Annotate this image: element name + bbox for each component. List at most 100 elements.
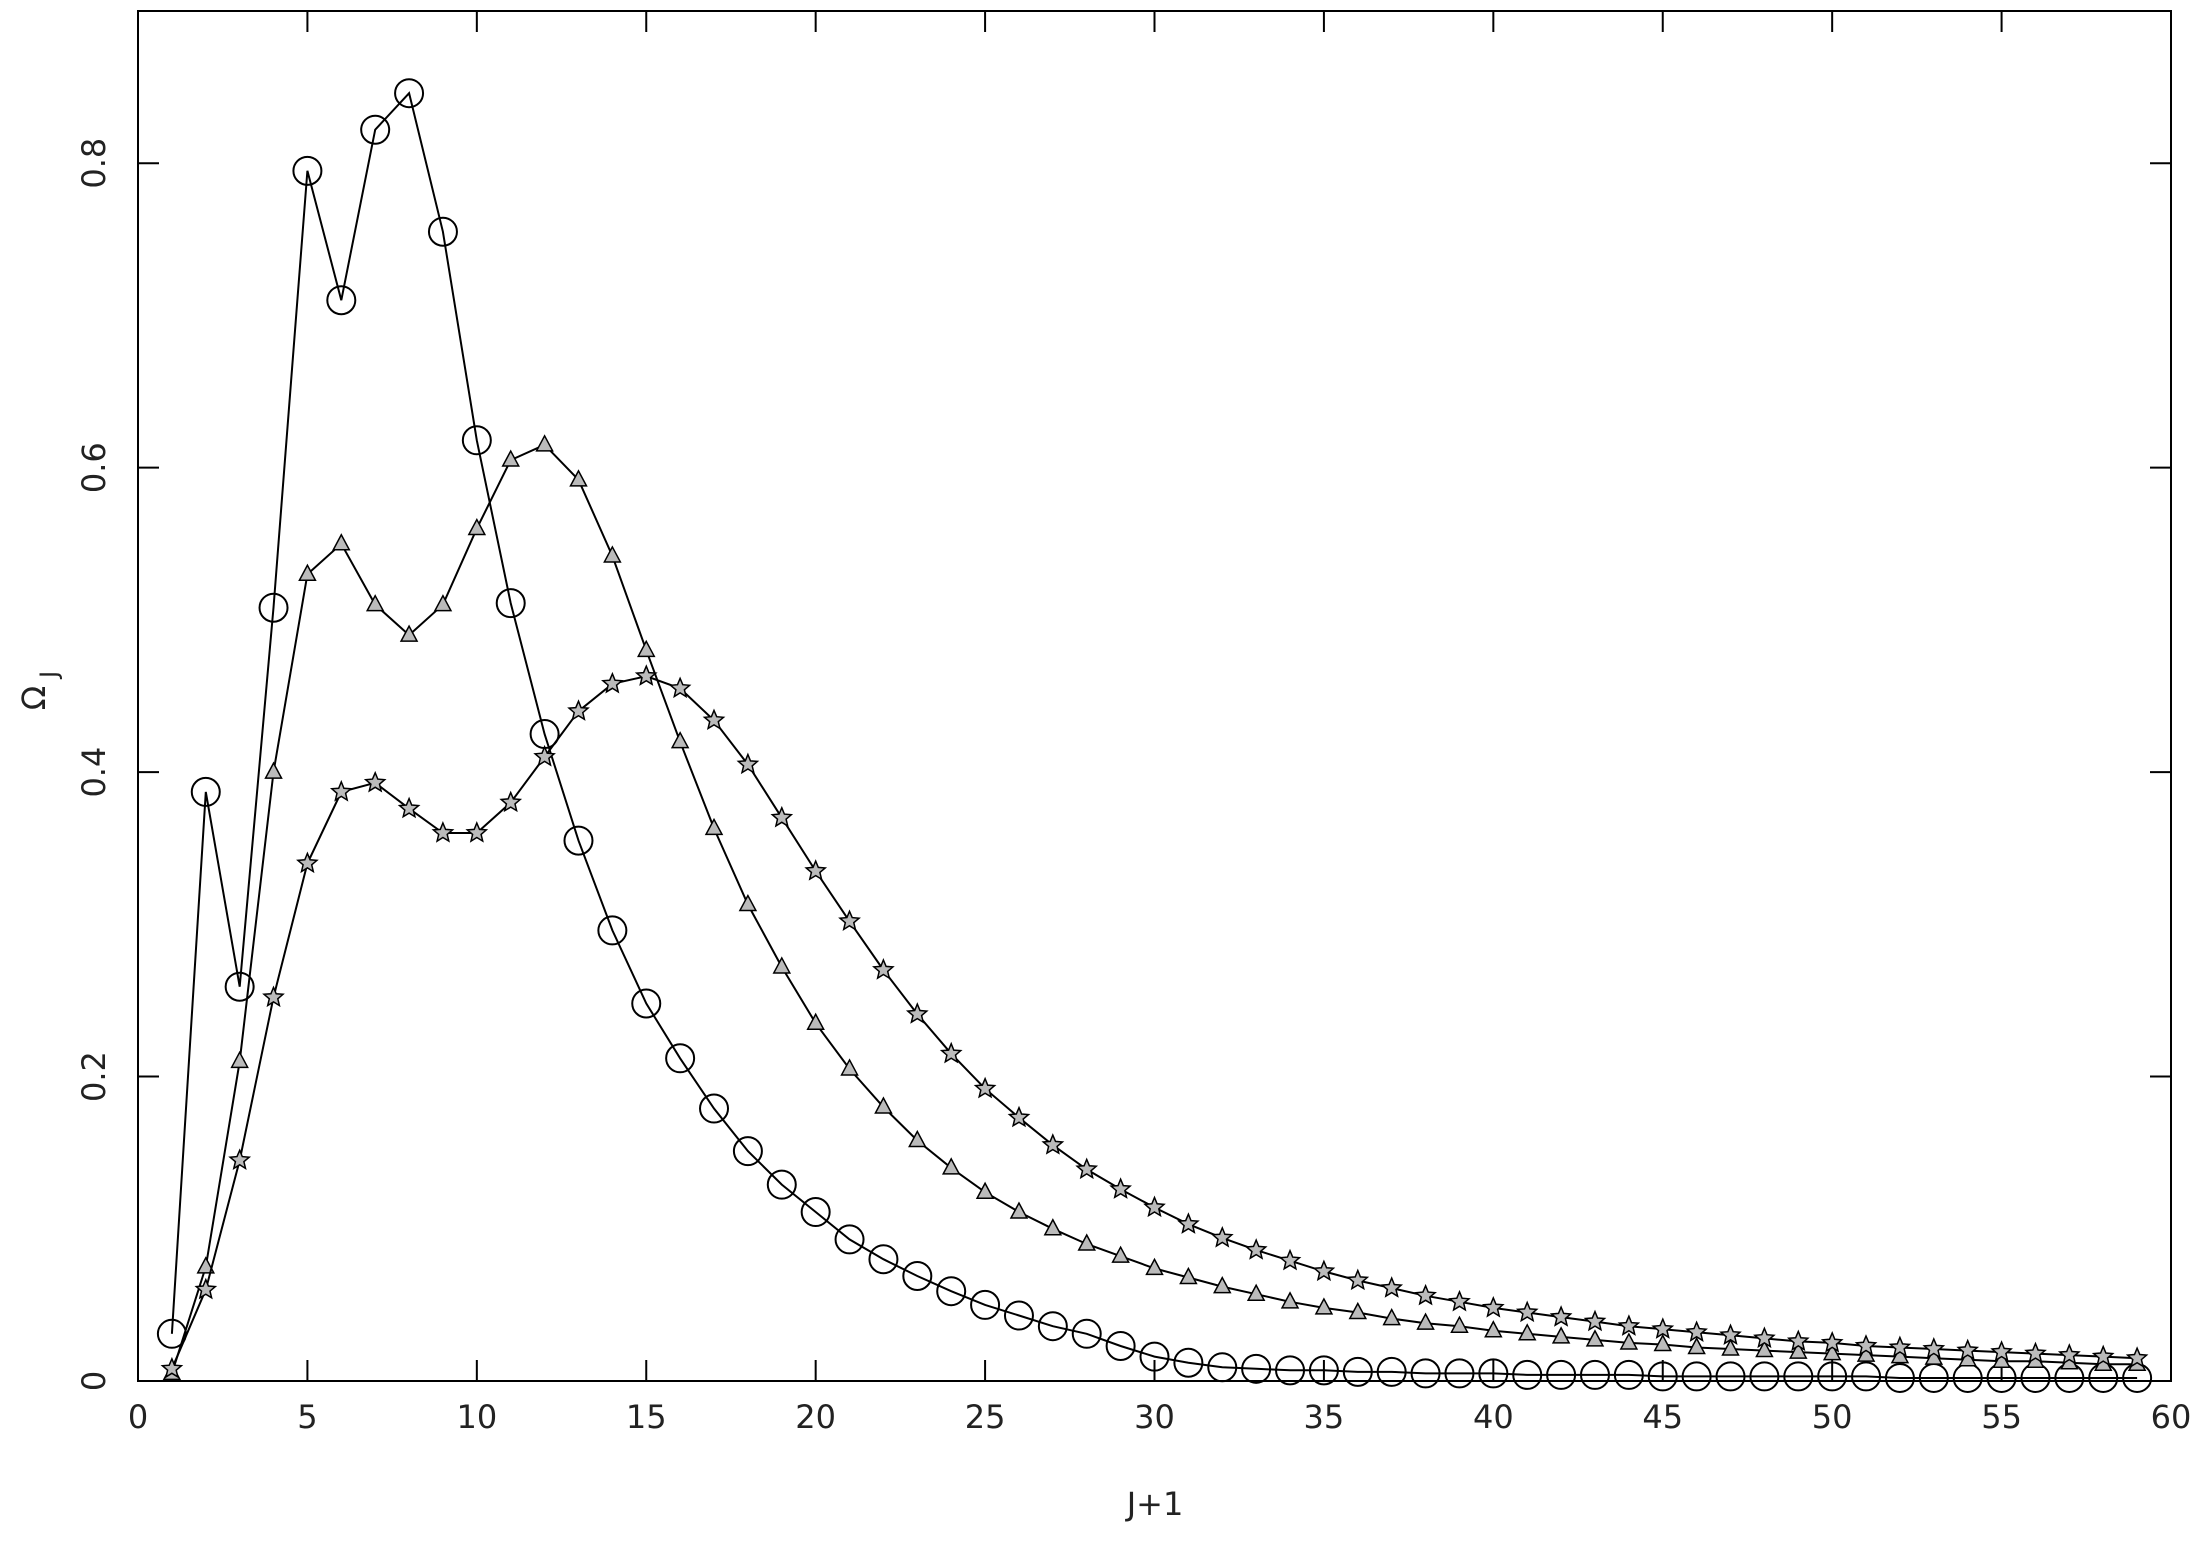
triangle-marker [1145,1257,1164,1276]
y-tick-label: 0.2 [75,1051,113,1102]
circle-marker [1241,1353,1272,1384]
star-marker [1583,1309,1607,1332]
circle-marker [732,1136,763,1167]
circle-marker [1647,1361,1678,1392]
x-tick-label: 30 [1134,1398,1175,1436]
star-marker [939,1041,963,1064]
star-marker [431,821,455,843]
star-marker [499,790,523,813]
star-marker [465,821,489,843]
star-marker [1820,1330,1844,1353]
star-marker [1922,1337,1946,1359]
circle-marker [1071,1318,1102,1349]
triangle-marker [1687,1336,1706,1355]
circle-marker [461,425,492,456]
x-tick-label: 15 [626,1398,667,1436]
star-marker [363,770,387,793]
star-marker [601,671,624,694]
x-tick-label: 5 [297,1398,317,1436]
x-tick-label: 45 [1642,1398,1683,1436]
star-marker [1380,1276,1404,1298]
star-marker [1515,1300,1539,1323]
circle-marker [563,825,594,856]
circle-marker [1308,1355,1339,1386]
star-marker [1651,1317,1675,1339]
circle-marker [868,1244,899,1275]
star-marker [533,744,556,767]
star-marker [1719,1323,1742,1345]
circle-marker [1952,1362,1983,1393]
star-marker [1854,1334,1878,1356]
circle-marker [1207,1352,1238,1383]
circle-marker [1884,1362,1915,1393]
y-tick-label: 0.8 [75,138,113,189]
triangle-marker [1179,1266,1198,1285]
circle-marker [1613,1359,1644,1390]
circle-marker [1817,1361,1848,1392]
triangle-marker [1755,1339,1774,1358]
triangle-marker [975,1181,995,1199]
x-tick-label: 55 [1981,1398,2022,1436]
star-marker [2057,1343,2081,1365]
circle-marker [2020,1362,2051,1393]
star-marker [1685,1320,1708,1342]
y-tick-label: 0.4 [75,747,113,798]
circle-marker [1512,1359,1543,1390]
star-marker [1244,1238,1268,1260]
circle-marker [292,155,323,186]
star-marker [329,779,353,802]
x-tick-label: 50 [1812,1398,1853,1436]
circle-marker [665,1043,696,1074]
circle-marker [766,1169,797,1200]
triangle-marker [332,533,351,551]
star-marker [1888,1335,1912,1358]
triangle-marker [1789,1341,1808,1359]
circle-marker [1783,1361,1814,1392]
y-axis-label: Ω [15,686,53,710]
x-tick-label: 25 [965,1398,1006,1436]
circle-marker [360,114,391,145]
circle-marker [224,971,255,1002]
triangle-marker [264,761,283,779]
triangle-marker [1653,1333,1672,1352]
star-marker [397,796,421,819]
circle-marker [427,216,458,247]
triangle-marker [1416,1312,1435,1330]
circle-marker [970,1289,1001,1320]
star-marker [838,909,861,931]
circle-marker [1275,1355,1306,1386]
triangle-marker [1517,1323,1537,1341]
circle-marker [326,285,357,316]
circle-marker [394,78,425,109]
circle-marker [1173,1347,1204,1378]
series-line [170,443,2138,1374]
star-marker [1041,1133,1065,1155]
triangle-marker [1822,1343,1842,1361]
triangle-marker [670,731,690,749]
triangle-marker [941,1157,961,1175]
triangle-marker [535,434,554,452]
circle-marker [1342,1356,1373,1387]
triangle-marker [298,563,317,581]
x-tick-label: 35 [1304,1398,1345,1436]
triangle-marker [1314,1297,1334,1315]
star-marker [634,664,658,686]
circle-marker [495,588,526,619]
star-marker [973,1076,997,1099]
triangle-marker [1213,1276,1232,1294]
triangle-marker [1619,1332,1639,1350]
star-marker [770,805,794,828]
triangle-marker [806,1012,825,1031]
star-marker [1481,1295,1505,1318]
star-marker [872,958,895,980]
star-marker [736,752,760,775]
star-marker [1109,1177,1132,1199]
x-tick-label: 0 [128,1398,148,1436]
circle-marker [1715,1361,1746,1392]
circle-marker [902,1260,933,1291]
star-marker [1956,1338,1980,1361]
circle-marker [1376,1356,1407,1387]
star-marker [567,699,590,721]
x-tick-label: 10 [456,1398,497,1436]
